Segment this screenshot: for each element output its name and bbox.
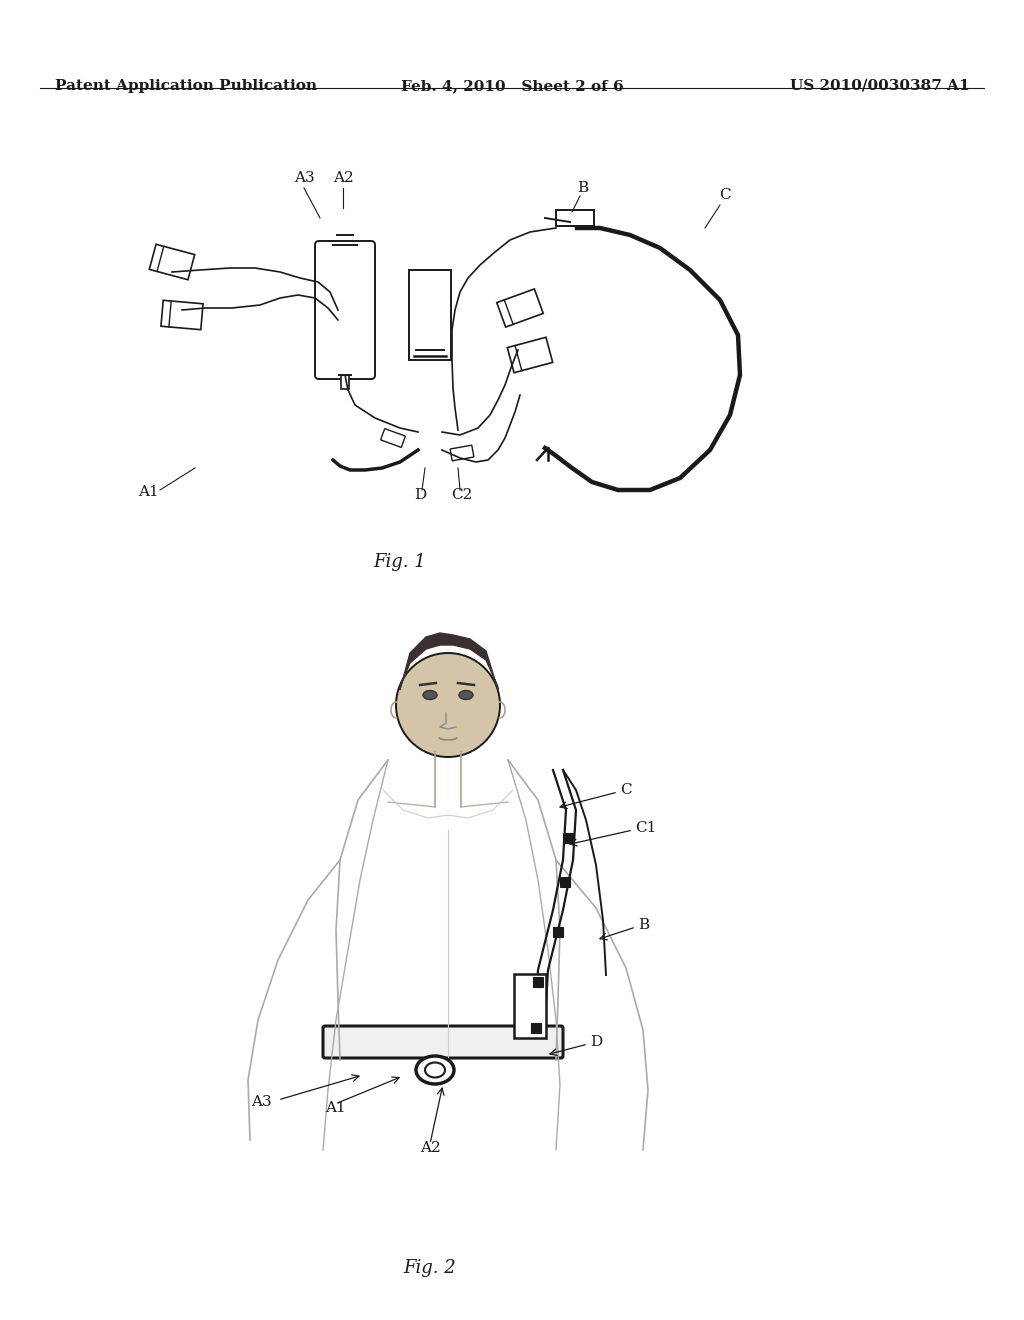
Ellipse shape xyxy=(459,690,473,700)
Text: A3: A3 xyxy=(294,172,314,185)
Bar xyxy=(451,445,474,461)
Text: Fig. 1: Fig. 1 xyxy=(374,553,426,572)
Bar xyxy=(553,927,563,937)
Text: C: C xyxy=(620,783,632,797)
Bar xyxy=(341,375,349,389)
Text: A2: A2 xyxy=(420,1140,440,1155)
Bar xyxy=(161,301,203,330)
Text: A1: A1 xyxy=(325,1101,345,1115)
Text: Feb. 4, 2010   Sheet 2 of 6: Feb. 4, 2010 Sheet 2 of 6 xyxy=(400,79,624,92)
Text: D: D xyxy=(590,1035,602,1049)
Text: A2: A2 xyxy=(333,172,353,185)
Ellipse shape xyxy=(425,1063,445,1077)
Text: C1: C1 xyxy=(635,821,656,836)
Ellipse shape xyxy=(423,690,437,700)
Bar xyxy=(409,271,451,360)
Text: D: D xyxy=(414,488,426,502)
Text: B: B xyxy=(578,181,589,195)
Text: C2: C2 xyxy=(452,488,473,502)
Bar xyxy=(563,833,573,843)
FancyBboxPatch shape xyxy=(323,1026,563,1059)
Bar xyxy=(556,210,594,226)
Bar xyxy=(150,244,195,280)
Text: US 2010/0030387 A1: US 2010/0030387 A1 xyxy=(791,79,970,92)
Text: C: C xyxy=(719,187,731,202)
Text: A1: A1 xyxy=(137,484,159,499)
Circle shape xyxy=(396,653,500,756)
FancyBboxPatch shape xyxy=(315,242,375,379)
Bar xyxy=(531,1023,541,1034)
Bar xyxy=(560,876,570,887)
Bar xyxy=(507,338,553,372)
Bar xyxy=(381,429,406,447)
Ellipse shape xyxy=(416,1056,454,1084)
Bar xyxy=(497,289,544,327)
Text: B: B xyxy=(638,917,649,932)
Text: Fig. 2: Fig. 2 xyxy=(403,1259,457,1276)
Text: A3: A3 xyxy=(251,1096,272,1109)
Bar xyxy=(514,974,546,1038)
Text: Patent Application Publication: Patent Application Publication xyxy=(55,79,317,92)
Bar xyxy=(534,977,543,987)
Polygon shape xyxy=(400,634,498,690)
